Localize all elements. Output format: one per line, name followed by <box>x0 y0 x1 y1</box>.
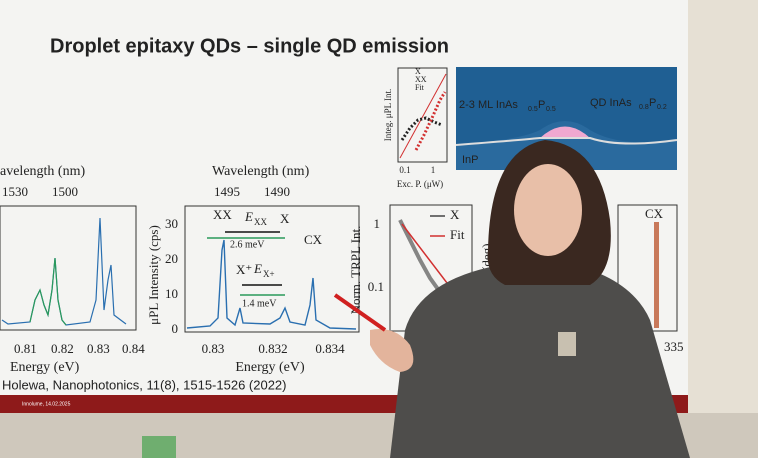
legend-entry: XX <box>415 75 427 84</box>
axis-label: Energy (eV) <box>10 360 80 375</box>
spectrum-a-green <box>29 257 67 326</box>
tick-label: 0.84 <box>122 341 145 356</box>
energy-label: E <box>244 209 253 224</box>
tick-label: 30 <box>165 216 178 231</box>
face <box>514 164 582 256</box>
bottle <box>142 436 176 458</box>
tick-label: 20 <box>165 251 178 266</box>
sweater <box>390 262 690 458</box>
tick-label: 0.83 <box>202 341 225 356</box>
label: P <box>649 97 656 109</box>
label: QD InAs <box>590 97 632 109</box>
tick-label: 1490 <box>264 184 290 199</box>
tick-label: 1530 <box>2 184 28 199</box>
energy-label: E <box>253 261 262 276</box>
label-sub: 0.8 <box>639 104 649 111</box>
axis-label: Energy (eV) <box>235 360 305 375</box>
label: 2-3 ML InAs <box>459 99 518 111</box>
tick-label: 1 <box>431 165 436 175</box>
footer-text: Innolume, 14.02.2025 <box>22 401 71 407</box>
legend-entry: X <box>450 207 460 222</box>
peak-label: X⁺ <box>236 262 252 277</box>
peak-label: CX <box>645 206 664 221</box>
axis-label: Wavelength (nm) <box>212 164 310 179</box>
tick-label: 0.83 <box>87 341 110 356</box>
label: InP <box>462 154 479 166</box>
legend-entry: X <box>415 67 421 76</box>
tick-label: 0.1 <box>368 279 384 294</box>
axis-label: μPL Intensity (cps) <box>146 225 161 325</box>
tick-label: 0.832 <box>258 341 287 356</box>
tick-label: 1 <box>374 216 381 231</box>
tick-label: 0.82 <box>51 341 74 356</box>
tick-label: 1495 <box>214 184 240 199</box>
peak-label: XX <box>213 207 232 222</box>
tick-label: 0.81 <box>14 341 37 356</box>
label-sub: 0.2 <box>657 104 667 111</box>
peak-label: CX <box>304 232 323 247</box>
tick-label: 0.834 <box>315 341 345 356</box>
inset-x <box>400 116 443 141</box>
inset-fit <box>399 73 447 159</box>
cx-trace <box>654 222 659 328</box>
wetting-layer <box>455 137 678 146</box>
label: P <box>538 99 545 111</box>
energy-sub: X+ <box>263 269 275 279</box>
brooch <box>558 332 576 356</box>
legend-entry: Fit <box>450 227 465 242</box>
panel-a-frame <box>0 205 137 331</box>
energy-sub: XX <box>254 217 267 227</box>
tick-label: 1500 <box>52 184 78 199</box>
legend-entry: Fit <box>415 83 425 92</box>
spectrum-b <box>186 239 357 330</box>
label-sub: 0.5 <box>528 106 538 113</box>
quantum-dot <box>540 126 590 138</box>
tick-label: 0 <box>172 321 179 336</box>
split-label: 2.6 meV <box>230 239 265 250</box>
split-label: 1.4 meV <box>242 298 277 309</box>
slide-title: Droplet epitaxy QDs – single QD emission <box>50 35 449 57</box>
axis-label: Norm. TRPL Int. <box>348 226 363 315</box>
axis-label: avelength (nm) <box>0 164 85 179</box>
hand <box>370 329 414 372</box>
pointer <box>333 293 387 332</box>
axis-label: Exc. P. (μW) <box>397 179 443 189</box>
tick-label: 10 <box>165 286 178 301</box>
inset-frame <box>397 67 448 163</box>
citation: Holewa, Nanophotonics, 11(8), 1515-1526 … <box>2 377 287 392</box>
peak-label: X <box>280 211 290 226</box>
wall-right <box>686 0 758 458</box>
axis-label: Integ. μPL Int. <box>383 89 393 141</box>
label-sub: 0.5 <box>546 106 556 113</box>
tick-label: 0.1 <box>399 165 410 175</box>
panel-b-frame <box>184 205 360 333</box>
tick-label: 335 <box>664 339 684 354</box>
